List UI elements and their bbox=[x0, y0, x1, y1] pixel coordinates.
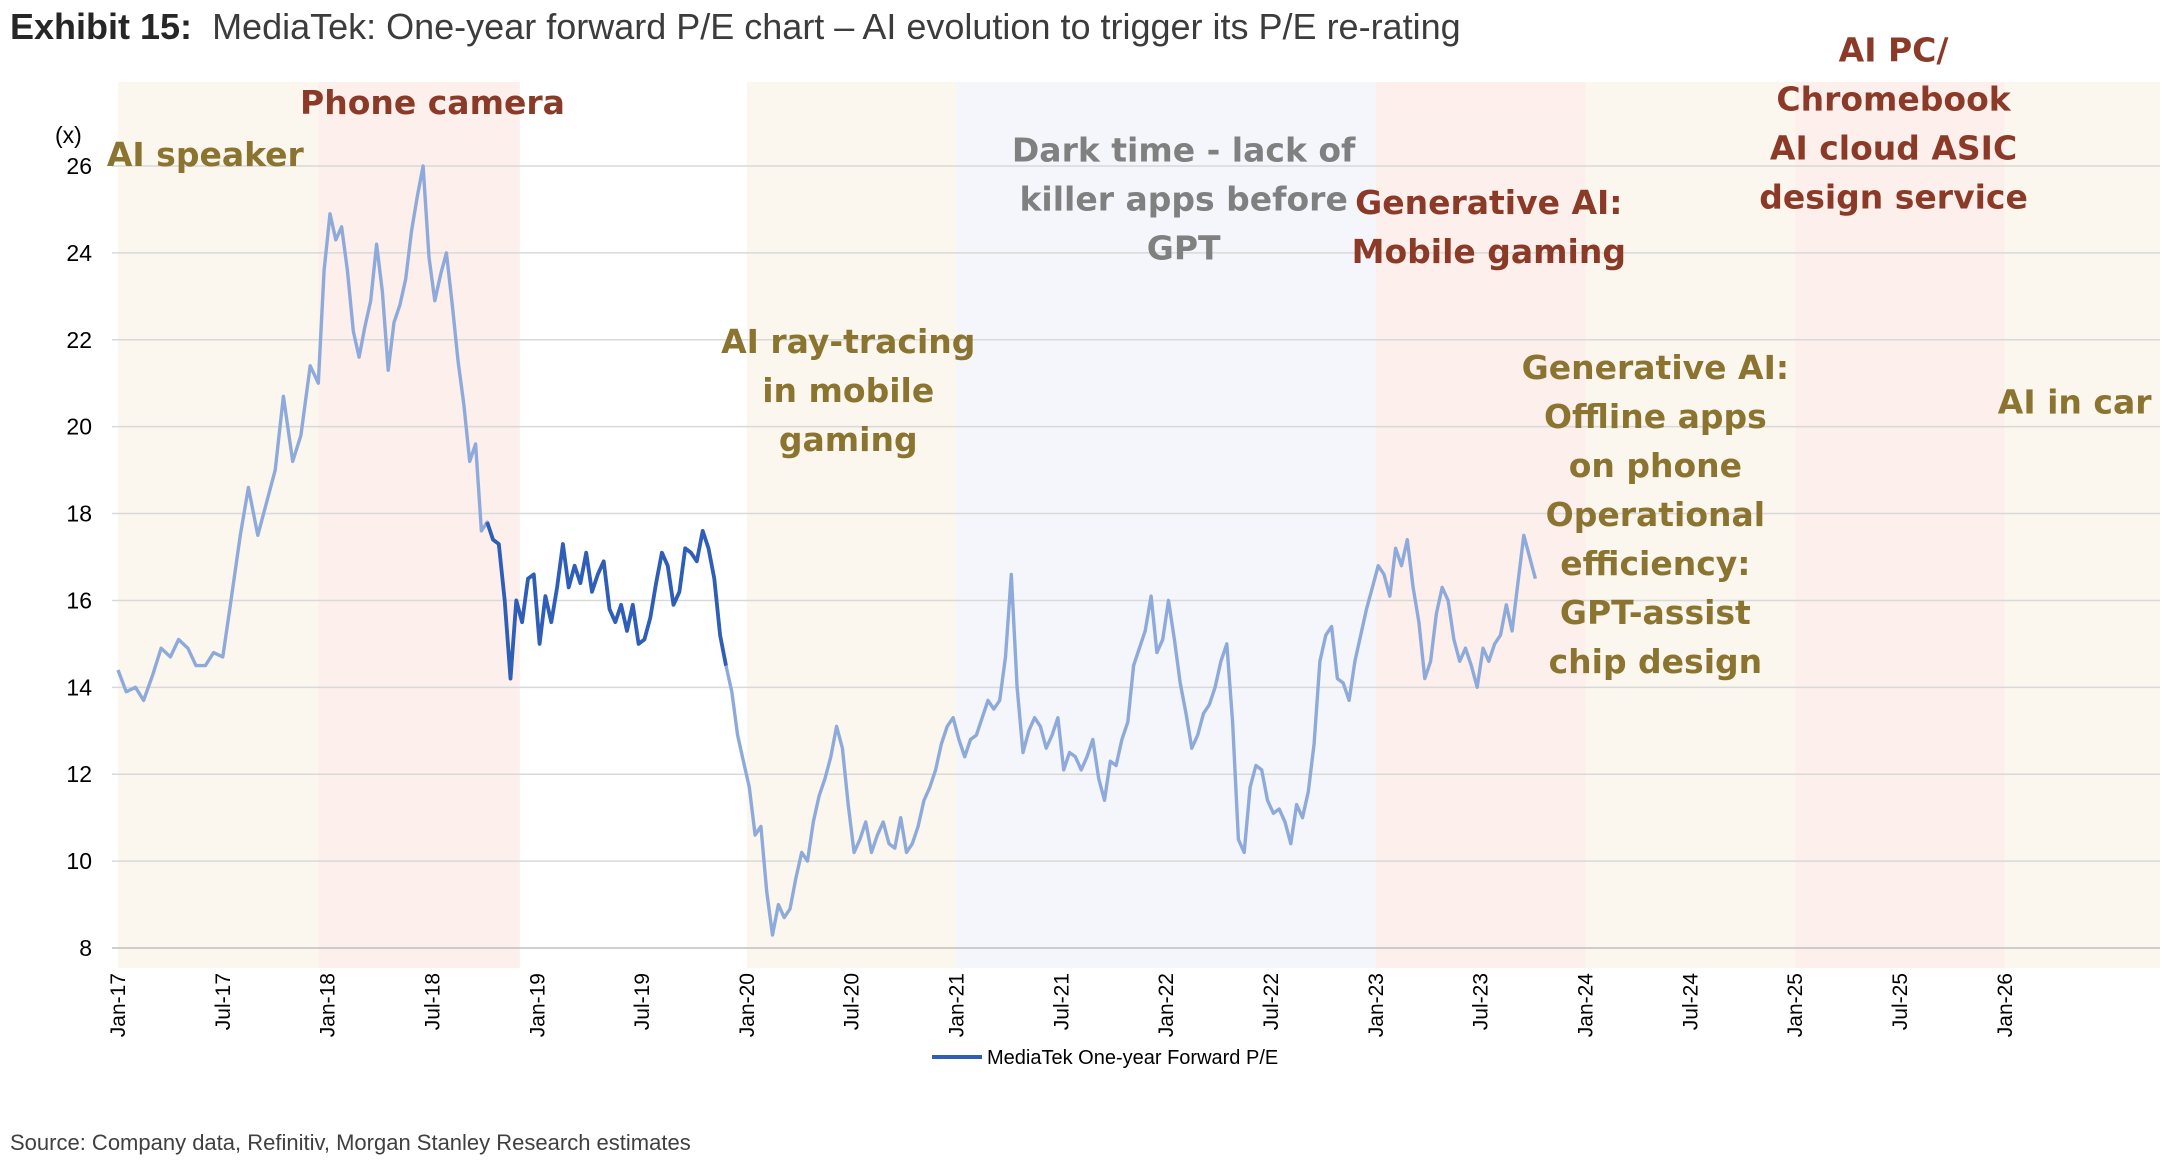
x-tick-label: Jul-19 bbox=[631, 973, 654, 1030]
x-tick-label: Jan-23 bbox=[1365, 973, 1388, 1037]
x-tick-label: Jul-23 bbox=[1470, 973, 1493, 1030]
annotation-3: AI ray-tracing in mobile gaming bbox=[721, 322, 975, 459]
y-tick-label: 22 bbox=[66, 327, 92, 353]
y-tick-label: 10 bbox=[66, 848, 92, 874]
x-tick-label: Jul-21 bbox=[1050, 973, 1073, 1030]
x-tick-label: Jan-18 bbox=[317, 973, 340, 1037]
annotation-2: Phone camera bbox=[300, 83, 565, 122]
band-6 bbox=[1585, 82, 1796, 968]
source-note: Source: Company data, Refinitiv, Morgan … bbox=[10, 1130, 691, 1155]
y-tick-label: 24 bbox=[66, 240, 92, 266]
x-tick-label: Jan-21 bbox=[946, 973, 969, 1037]
y-tick-label: 18 bbox=[66, 501, 92, 527]
legend: MediaTek One-year Forward P/E bbox=[932, 1047, 1278, 1069]
y-axis-unit: (x) bbox=[55, 122, 82, 148]
x-tick-label: Jul-20 bbox=[841, 973, 864, 1030]
x-tick-label: Jan-26 bbox=[1994, 973, 2017, 1037]
y-tick-label: 16 bbox=[66, 587, 92, 613]
x-tick-label: Jul-25 bbox=[1889, 973, 1912, 1030]
annotation-8: AI in car bbox=[1998, 383, 2152, 422]
annotation-4: Dark time - lack of killer apps before GPT bbox=[1012, 131, 1356, 268]
x-tick-label: Jul-22 bbox=[1260, 973, 1283, 1030]
series-line-highlight bbox=[485, 521, 728, 681]
x-tick-label: Jan-22 bbox=[1155, 973, 1178, 1037]
band-5 bbox=[1375, 82, 1586, 968]
y-tick-label: 12 bbox=[66, 761, 92, 787]
annotation-1: AI speaker bbox=[107, 135, 305, 174]
annotation-7: AI PC/Chromebook AI cloud ASIC design serv… bbox=[1759, 31, 2028, 217]
x-tick-label: Jan-25 bbox=[1784, 973, 1807, 1037]
exhibit-label: Exhibit 15: bbox=[10, 6, 193, 47]
x-tick-label: Jan-17 bbox=[107, 973, 130, 1037]
band-4 bbox=[956, 82, 1376, 968]
annotation-6: Generative AI: Offline apps on phone Operat… bbox=[1522, 348, 1789, 681]
exhibit-title: Exhibit 15: MediaTek: One-year forward P… bbox=[10, 6, 1461, 48]
y-tick-label: 8 bbox=[79, 935, 92, 961]
x-tick-label: Jul-24 bbox=[1679, 973, 1702, 1031]
x-tick-label: Jul-17 bbox=[212, 973, 235, 1030]
exhibit-title-text: MediaTek: One-year forward P/E chart – A… bbox=[212, 6, 1461, 47]
chart: 8 10 12 14 16 18 20 22 24 26 Jan-17 Jul-17 Jan-18 Ju… bbox=[55, 31, 2160, 1069]
band-8 bbox=[2004, 82, 2160, 968]
y-tick-label: 20 bbox=[66, 414, 92, 440]
y-tick-label: 26 bbox=[66, 153, 92, 179]
x-tick-label: Jan-24 bbox=[1574, 973, 1597, 1038]
band-7 bbox=[1795, 82, 2005, 968]
y-tick-label: 14 bbox=[66, 674, 92, 700]
annotation-5: Generative AI: Mobile gaming bbox=[1352, 183, 1626, 271]
period-annotations: AI speaker Phone camera AI ray-tracing in m… bbox=[107, 31, 2152, 681]
y-axis: 8 10 12 14 16 18 20 22 24 26 bbox=[66, 153, 92, 961]
x-tick-label: Jan-20 bbox=[736, 973, 759, 1037]
gridlines bbox=[112, 165, 2160, 949]
x-tick-label: Jan-19 bbox=[526, 973, 549, 1037]
series-line bbox=[116, 164, 1538, 937]
legend-label: MediaTek One-year Forward P/E bbox=[987, 1047, 1278, 1069]
x-axis: Jan-17 Jul-17 Jan-18 Jul-18 Jan-19 Jul-19 Jan-… bbox=[107, 973, 2017, 1038]
series-line-light bbox=[116, 164, 1538, 937]
band-1 bbox=[118, 82, 319, 968]
x-tick-label: Jul-18 bbox=[421, 973, 444, 1030]
